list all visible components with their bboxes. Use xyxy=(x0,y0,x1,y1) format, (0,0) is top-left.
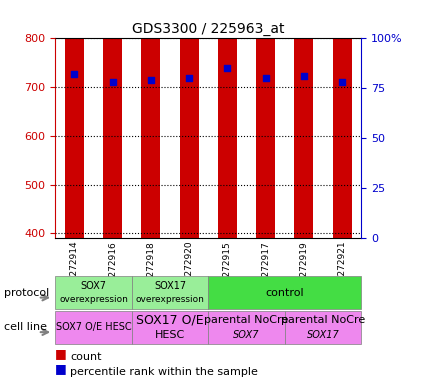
Text: cell line: cell line xyxy=(4,322,47,333)
Point xyxy=(186,75,193,81)
Point xyxy=(300,73,307,79)
Text: SOX7: SOX7 xyxy=(80,281,107,291)
Text: SOX17: SOX17 xyxy=(154,281,186,291)
Text: HESC: HESC xyxy=(155,329,185,339)
Bar xyxy=(103,0,122,238)
Text: SOX7 O/E HESC: SOX7 O/E HESC xyxy=(56,322,131,333)
Bar xyxy=(218,0,237,238)
Text: SOX17 O/E: SOX17 O/E xyxy=(136,314,204,327)
Point xyxy=(339,79,346,85)
Point xyxy=(147,77,154,83)
Text: protocol: protocol xyxy=(4,288,49,298)
Text: percentile rank within the sample: percentile rank within the sample xyxy=(70,367,258,377)
Text: parental NoCre: parental NoCre xyxy=(281,315,365,325)
Text: ■: ■ xyxy=(55,362,67,376)
Point xyxy=(262,75,269,81)
Title: GDS3300 / 225963_at: GDS3300 / 225963_at xyxy=(132,22,284,36)
Bar xyxy=(332,13,351,238)
Bar xyxy=(256,0,275,238)
Bar xyxy=(141,0,160,238)
Text: overexpression: overexpression xyxy=(136,295,204,305)
Bar xyxy=(65,0,84,238)
Text: SOX7: SOX7 xyxy=(233,329,260,339)
Point xyxy=(224,65,231,71)
Text: parental NoCre: parental NoCre xyxy=(204,315,289,325)
Point xyxy=(71,71,78,78)
Text: SOX17: SOX17 xyxy=(306,329,340,339)
Text: control: control xyxy=(266,288,304,298)
Text: ■: ■ xyxy=(55,347,67,360)
Bar xyxy=(294,0,313,238)
Point xyxy=(109,79,116,85)
Text: overexpression: overexpression xyxy=(59,295,128,305)
Bar xyxy=(179,0,198,238)
Text: count: count xyxy=(70,352,102,362)
